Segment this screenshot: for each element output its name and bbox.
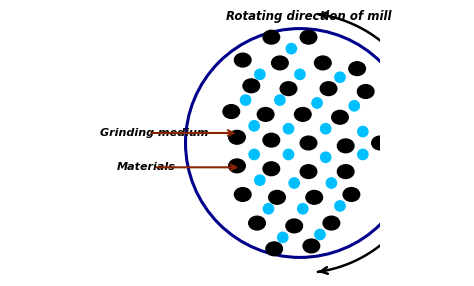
Ellipse shape bbox=[320, 82, 337, 96]
Circle shape bbox=[320, 124, 331, 134]
Circle shape bbox=[240, 95, 251, 105]
Ellipse shape bbox=[223, 105, 239, 118]
Text: Materials: Materials bbox=[117, 162, 176, 172]
Circle shape bbox=[320, 152, 331, 162]
Circle shape bbox=[295, 69, 305, 80]
Ellipse shape bbox=[229, 159, 245, 173]
Circle shape bbox=[264, 204, 273, 214]
Circle shape bbox=[283, 149, 293, 160]
Circle shape bbox=[286, 43, 297, 54]
Circle shape bbox=[335, 72, 345, 82]
Ellipse shape bbox=[257, 108, 274, 121]
Circle shape bbox=[358, 149, 368, 160]
Circle shape bbox=[283, 124, 293, 134]
Text: Grinding medium: Grinding medium bbox=[100, 128, 208, 138]
Ellipse shape bbox=[337, 139, 354, 153]
Circle shape bbox=[326, 178, 337, 188]
Ellipse shape bbox=[249, 216, 265, 230]
Ellipse shape bbox=[300, 30, 317, 44]
Ellipse shape bbox=[332, 110, 348, 124]
Ellipse shape bbox=[300, 136, 317, 150]
Ellipse shape bbox=[306, 190, 322, 204]
Ellipse shape bbox=[315, 56, 331, 70]
Ellipse shape bbox=[280, 82, 297, 96]
Ellipse shape bbox=[243, 79, 260, 93]
Ellipse shape bbox=[229, 130, 245, 144]
Ellipse shape bbox=[263, 162, 280, 176]
Ellipse shape bbox=[303, 239, 319, 253]
Circle shape bbox=[278, 232, 288, 243]
Ellipse shape bbox=[272, 56, 288, 70]
Ellipse shape bbox=[323, 216, 340, 230]
Circle shape bbox=[275, 95, 285, 105]
Circle shape bbox=[249, 149, 259, 160]
Ellipse shape bbox=[357, 85, 374, 98]
Ellipse shape bbox=[337, 165, 354, 178]
Circle shape bbox=[358, 126, 368, 137]
Ellipse shape bbox=[349, 62, 365, 76]
Ellipse shape bbox=[263, 133, 280, 147]
Ellipse shape bbox=[300, 165, 317, 178]
Circle shape bbox=[349, 101, 359, 111]
Ellipse shape bbox=[263, 30, 280, 44]
Circle shape bbox=[249, 121, 259, 131]
Circle shape bbox=[255, 175, 265, 185]
Circle shape bbox=[289, 178, 300, 188]
Ellipse shape bbox=[343, 188, 360, 201]
Circle shape bbox=[315, 229, 325, 240]
Text: Rotating direction of mill: Rotating direction of mill bbox=[226, 10, 391, 23]
Circle shape bbox=[185, 29, 414, 257]
Ellipse shape bbox=[286, 219, 302, 233]
Ellipse shape bbox=[235, 188, 251, 201]
Ellipse shape bbox=[294, 108, 311, 121]
Ellipse shape bbox=[235, 53, 251, 67]
Circle shape bbox=[298, 204, 308, 214]
Ellipse shape bbox=[269, 190, 285, 204]
Circle shape bbox=[335, 201, 345, 211]
Ellipse shape bbox=[372, 136, 388, 150]
Circle shape bbox=[255, 69, 265, 80]
Ellipse shape bbox=[266, 242, 283, 256]
Circle shape bbox=[312, 98, 322, 108]
